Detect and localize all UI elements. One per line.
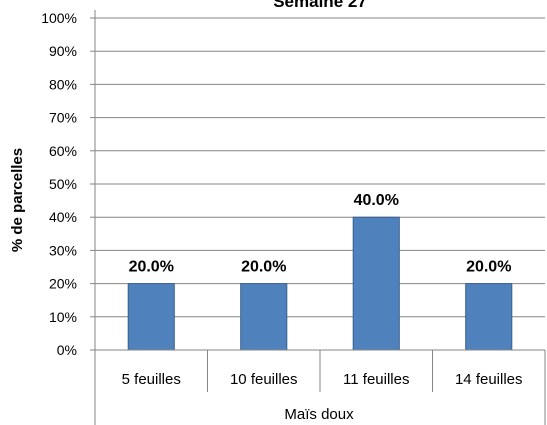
y-tick-label: 0% (57, 342, 77, 358)
bar (241, 284, 287, 350)
y-tick-label: 100% (41, 10, 77, 26)
y-tick-label: 70% (49, 110, 77, 126)
y-tick-label: 10% (49, 309, 77, 325)
data-label: 40.0% (354, 192, 399, 209)
chart-title: Semaine 27 (273, 0, 367, 11)
y-axis-label: % de parcelles (9, 148, 26, 252)
y-tick-label: 60% (49, 143, 77, 159)
group-label: Maïs doux (284, 406, 354, 423)
bar (353, 217, 399, 350)
data-label: 20.0% (241, 259, 286, 276)
bar (466, 284, 512, 350)
category-label: 14 feuilles (455, 371, 523, 388)
y-tick-label: 80% (49, 76, 77, 92)
y-tick-label: 90% (49, 43, 77, 59)
data-label: 20.0% (466, 259, 511, 276)
y-tick-label: 50% (49, 176, 77, 192)
category-label: 5 feuilles (122, 371, 181, 388)
y-tick-label: 30% (49, 242, 77, 258)
bar (128, 284, 174, 350)
y-tick-label: 20% (49, 276, 77, 292)
category-label: 10 feuilles (230, 371, 298, 388)
category-label: 11 feuilles (343, 371, 409, 388)
data-label: 20.0% (129, 259, 174, 276)
y-tick-label: 40% (49, 209, 77, 225)
